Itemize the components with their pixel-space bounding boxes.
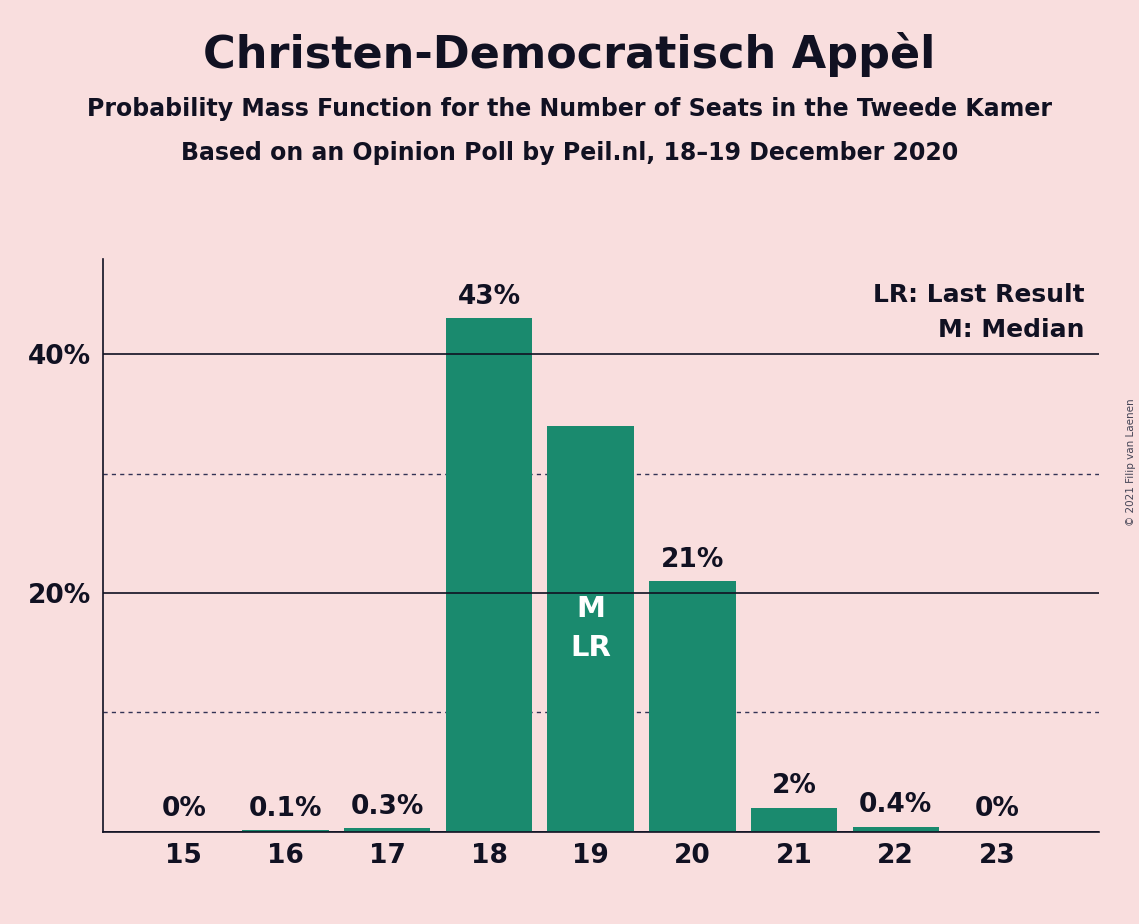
Text: Based on an Opinion Poll by Peil.nl, 18–19 December 2020: Based on an Opinion Poll by Peil.nl, 18–… [181,141,958,165]
Bar [243,831,329,832]
Text: 21%: 21% [661,547,724,573]
Text: Probability Mass Function for the Number of Seats in the Tweede Kamer: Probability Mass Function for the Number… [87,97,1052,121]
Bar [751,808,837,832]
Bar [445,319,532,832]
Bar [548,426,634,832]
Text: M: Median: M: Median [937,318,1084,342]
Text: Christen-Democratisch Appèl: Christen-Democratisch Appèl [204,32,935,78]
Text: 0.3%: 0.3% [351,794,424,820]
Text: M
LR: M LR [571,595,612,663]
Bar [852,827,939,832]
Bar [649,581,736,832]
Text: 0.4%: 0.4% [859,793,933,819]
Text: 2%: 2% [771,773,817,799]
Text: LR: Last Result: LR: Last Result [872,284,1084,308]
Bar [344,828,431,832]
Text: 0.1%: 0.1% [248,796,322,822]
Text: 0%: 0% [975,796,1019,822]
Text: © 2021 Filip van Laenen: © 2021 Filip van Laenen [1126,398,1136,526]
Text: 43%: 43% [458,284,521,310]
Text: 0%: 0% [162,796,206,822]
